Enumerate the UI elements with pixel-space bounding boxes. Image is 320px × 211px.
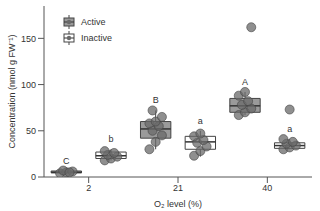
svg-text:a: a	[287, 124, 292, 134]
html-text:Active: Active	[81, 17, 106, 27]
svg-text:Concentration (nmol g FW⁻¹): Concentration (nmol g FW⁻¹)	[8, 34, 17, 148]
svg-text:21: 21	[173, 183, 183, 193]
svg-text:B: B	[153, 95, 159, 105]
svg-text:40: 40	[262, 183, 272, 193]
svg-text:O₂ level (%): O₂ level (%)	[154, 199, 202, 209]
svg-text:150: 150	[21, 34, 36, 44]
svg-text:b: b	[108, 134, 113, 144]
svg-text:C: C	[63, 156, 70, 166]
svg-text:A: A	[242, 77, 248, 87]
svg-text:100: 100	[21, 80, 36, 90]
html-text:Inactive: Inactive	[81, 33, 112, 43]
svg-text:a: a	[198, 116, 203, 126]
svg-text:2: 2	[86, 183, 91, 193]
svg-text:50: 50	[26, 126, 36, 136]
svg-text:0: 0	[31, 172, 36, 182]
